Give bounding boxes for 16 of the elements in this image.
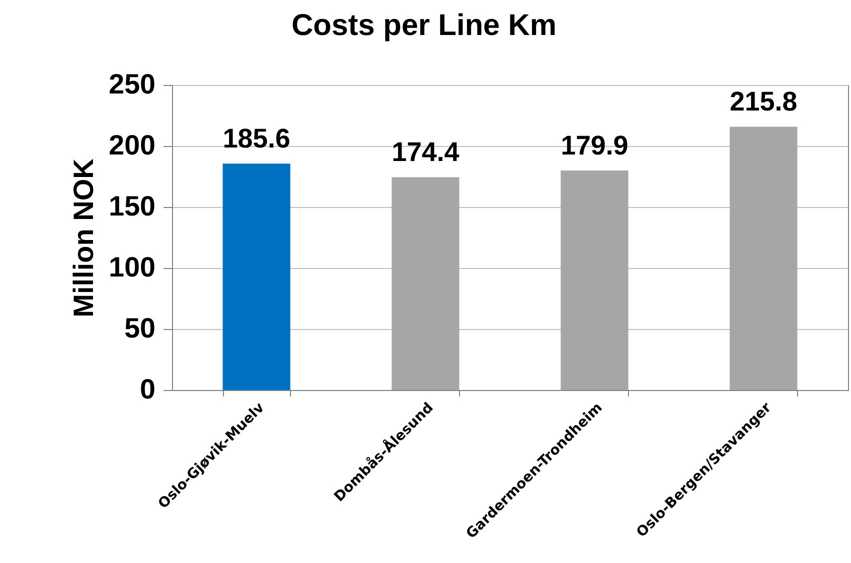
bar: [222, 164, 290, 390]
y-tick-label: 50: [124, 312, 156, 344]
y-axis-title: Million NOK: [68, 158, 99, 318]
chart-title: Costs per Line Km: [291, 9, 557, 42]
y-tick-label: 150: [108, 190, 156, 222]
y-tick-label: 100: [108, 252, 156, 282]
data-label: 185.6: [222, 124, 290, 154]
data-label: 179.9: [560, 130, 628, 161]
y-tick-label: 0: [140, 374, 156, 404]
y-tick-label: 250: [108, 68, 156, 100]
bar: [730, 126, 798, 390]
data-label: 174.4: [392, 137, 460, 168]
bar: [392, 177, 460, 390]
bar: [560, 170, 628, 390]
data-label: 215.8: [730, 86, 798, 117]
y-tick-label: 200: [108, 130, 156, 160]
